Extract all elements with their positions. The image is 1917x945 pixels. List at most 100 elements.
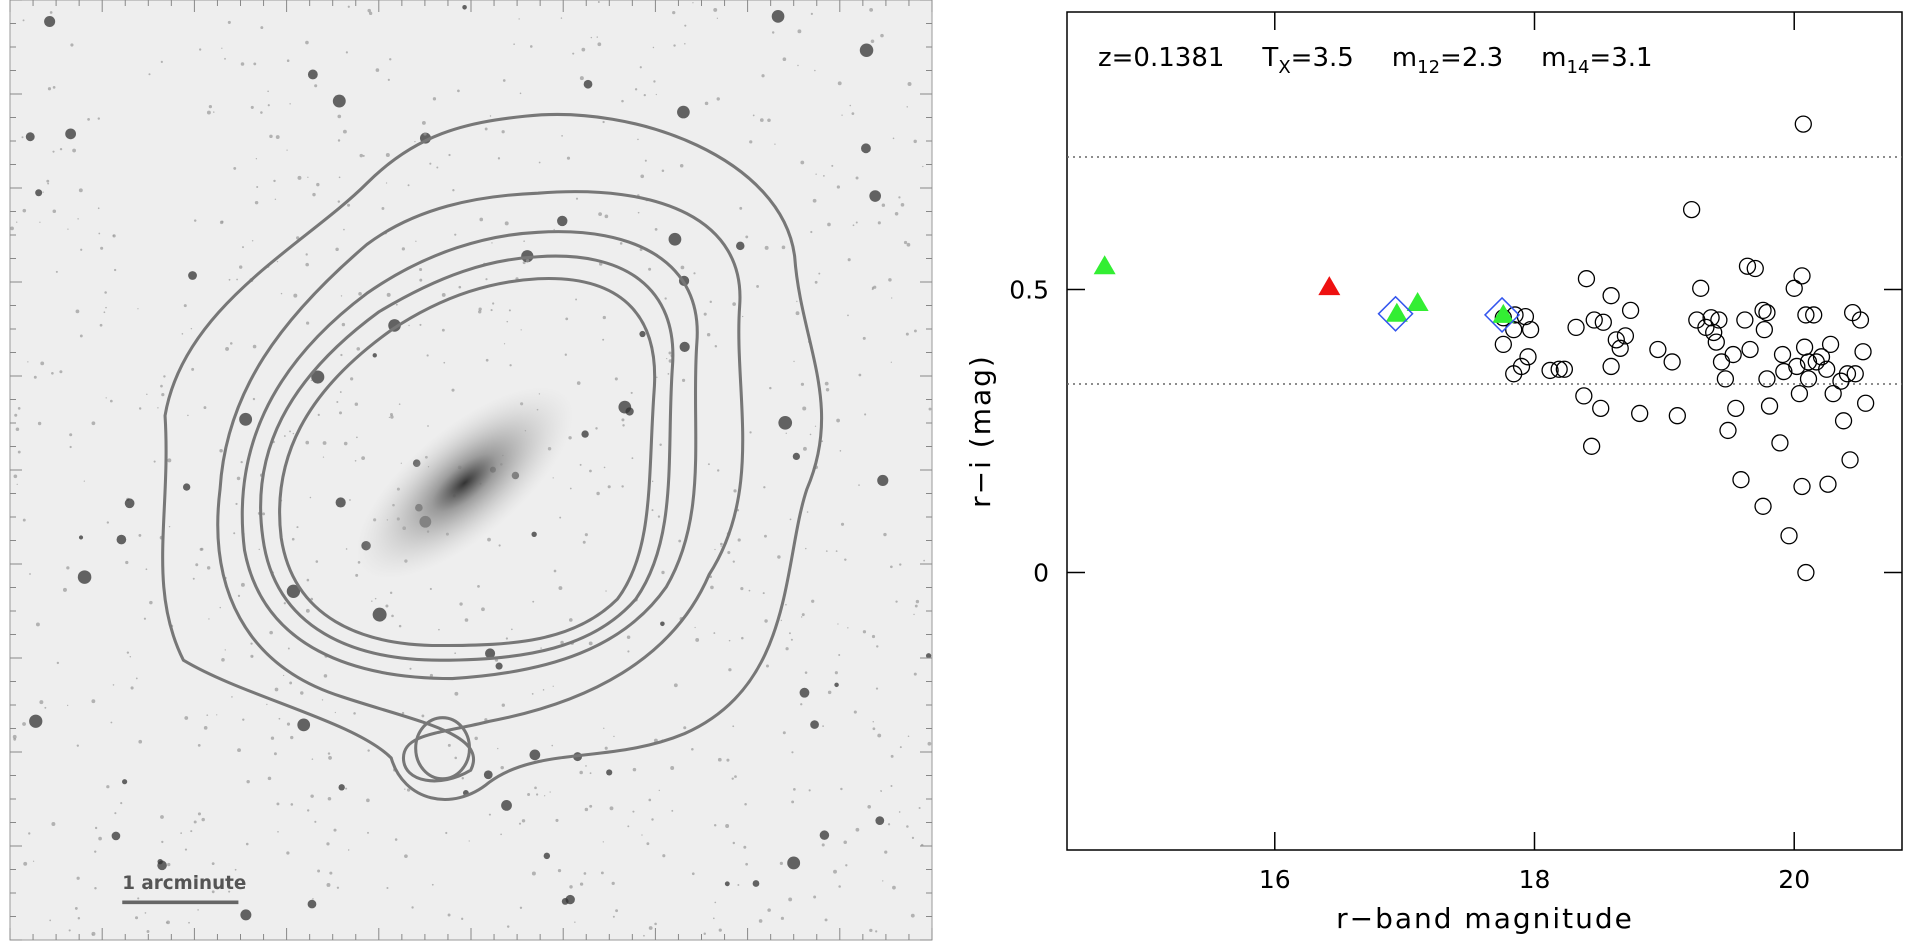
point <box>1824 384 1842 403</box>
star <box>347 203 351 207</box>
star <box>195 563 199 567</box>
star <box>841 114 843 116</box>
star <box>394 838 398 841</box>
star <box>900 203 905 207</box>
star <box>740 586 744 591</box>
star <box>314 820 317 823</box>
star <box>479 217 484 222</box>
star <box>872 720 874 723</box>
star <box>838 885 841 888</box>
star <box>213 111 215 113</box>
star <box>237 594 241 598</box>
star <box>529 749 541 761</box>
star <box>221 658 225 662</box>
star <box>468 840 470 842</box>
point <box>1555 360 1574 378</box>
star <box>518 18 520 20</box>
star <box>791 751 794 754</box>
star <box>483 770 493 780</box>
star <box>315 560 319 563</box>
star <box>311 370 325 384</box>
star <box>367 8 371 13</box>
star <box>534 786 537 790</box>
star <box>780 619 783 622</box>
contours: 1 arcminute <box>122 112 824 905</box>
star <box>160 60 163 64</box>
star <box>37 421 42 426</box>
star <box>589 469 592 473</box>
star <box>632 810 635 813</box>
point <box>1505 365 1523 383</box>
star <box>521 819 526 823</box>
star <box>589 804 593 808</box>
star <box>305 262 309 267</box>
star <box>520 329 522 331</box>
star <box>448 153 451 157</box>
star <box>77 917 81 920</box>
star <box>651 480 654 483</box>
star <box>869 190 881 202</box>
scale-label: 1 arcminute <box>122 873 246 894</box>
star <box>46 179 50 183</box>
star <box>103 311 106 314</box>
star <box>21 136 24 139</box>
star <box>915 599 920 604</box>
star <box>252 397 256 401</box>
star <box>731 777 734 780</box>
star <box>47 182 50 185</box>
star <box>224 649 226 651</box>
star <box>277 830 279 833</box>
point <box>1577 270 1596 288</box>
star <box>796 300 798 303</box>
star <box>614 377 618 381</box>
star <box>334 711 336 714</box>
star <box>668 232 682 246</box>
annotation-text: T <box>1261 43 1278 73</box>
star <box>777 555 781 559</box>
star <box>632 767 637 772</box>
star <box>77 570 92 584</box>
star <box>661 570 665 575</box>
star <box>267 90 269 93</box>
star <box>713 632 716 634</box>
point <box>1377 295 1414 332</box>
star <box>602 841 604 843</box>
star <box>333 828 337 832</box>
star <box>227 20 231 24</box>
star <box>293 293 298 298</box>
star <box>478 307 482 311</box>
star <box>827 222 831 227</box>
star <box>876 645 879 648</box>
star <box>67 228 69 230</box>
star <box>762 592 765 595</box>
annotation-text: =3.5 <box>1291 43 1354 73</box>
star <box>765 664 769 668</box>
star <box>312 192 316 197</box>
star <box>337 139 341 142</box>
star <box>797 29 802 34</box>
star <box>79 334 83 338</box>
star <box>323 674 328 678</box>
star <box>29 573 31 575</box>
star <box>728 639 731 642</box>
star <box>149 600 153 605</box>
star <box>74 906 78 910</box>
star <box>732 841 736 845</box>
star <box>487 537 491 542</box>
star <box>709 300 712 304</box>
x-tick-label: 20 <box>1778 865 1810 894</box>
star <box>406 788 411 792</box>
star <box>666 357 668 360</box>
star <box>167 862 171 867</box>
star <box>714 901 717 904</box>
star <box>39 700 44 705</box>
star <box>269 134 273 139</box>
star <box>129 656 132 658</box>
star <box>922 165 924 168</box>
star <box>307 176 309 178</box>
star <box>138 407 142 410</box>
star <box>523 240 525 242</box>
star <box>621 418 625 422</box>
star <box>488 813 491 816</box>
point <box>1567 318 1585 337</box>
